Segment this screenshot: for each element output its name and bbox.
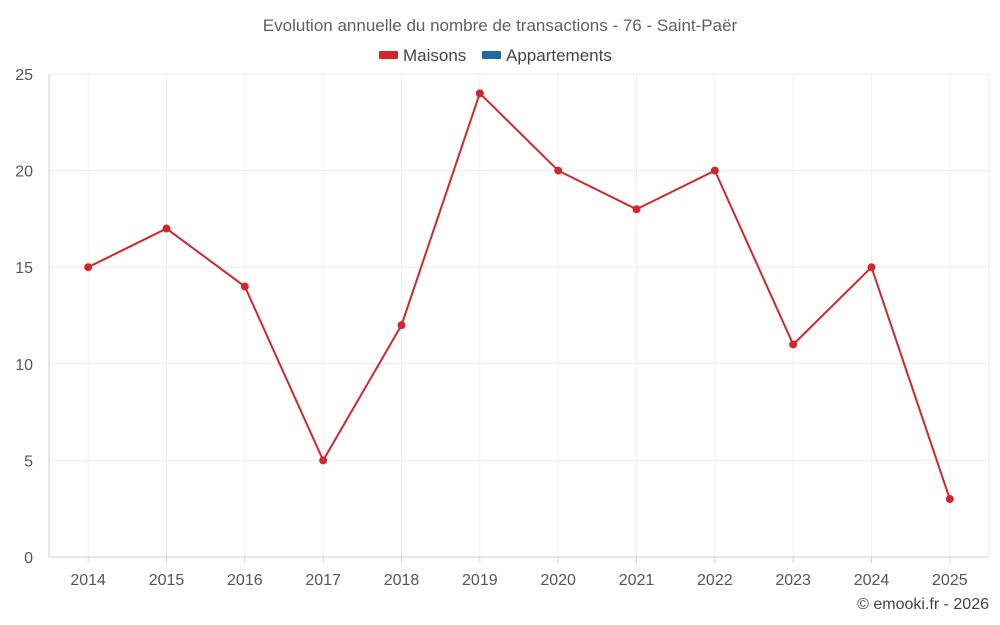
data-point-maisons-2024[interactable]	[867, 263, 876, 272]
legend-item-appartements[interactable]: Appartements	[482, 46, 612, 65]
data-point-maisons-2020[interactable]	[554, 166, 563, 175]
data-point-maisons-2021[interactable]	[632, 205, 641, 214]
y-tick-label: 5	[24, 453, 33, 470]
grid	[49, 73, 990, 558]
data-point-maisons-2022[interactable]	[710, 166, 719, 175]
x-tick-label: 2018	[384, 572, 420, 589]
x-tick-label: 2016	[227, 572, 263, 589]
y-tick-label: 20	[15, 164, 33, 181]
y-tick-label: 15	[15, 260, 33, 277]
x-tick-label: 2021	[619, 572, 655, 589]
data-point-maisons-2016[interactable]	[240, 282, 249, 291]
series-maisons	[84, 89, 954, 504]
x-tick-label: 2025	[932, 572, 968, 589]
y-tick-label: 10	[15, 357, 33, 374]
data-point-maisons-2017[interactable]	[319, 456, 328, 465]
data-point-maisons-2023[interactable]	[789, 340, 798, 349]
y-tick-label: 0	[24, 550, 33, 567]
x-tick-label: 2017	[305, 572, 341, 589]
x-tick-label: 2020	[540, 572, 576, 589]
data-point-maisons-2025[interactable]	[945, 495, 954, 504]
chart-title: Evolution annuelle du nombre de transact…	[263, 16, 738, 35]
data-point-maisons-2014[interactable]	[84, 263, 93, 272]
x-tick-label: 2023	[775, 572, 811, 589]
legend: Maisons Appartements	[379, 46, 612, 65]
series-line-maisons	[87, 92, 951, 500]
legend-label-maisons: Maisons	[403, 46, 466, 65]
x-axis: 2014 2015 2016 2017 2018 2019 2020 2021 2022 2023…	[49, 556, 989, 589]
y-tick-label: 25	[15, 67, 33, 84]
data-point-maisons-2018[interactable]	[397, 321, 406, 330]
x-tick-label: 2019	[462, 572, 498, 589]
x-tick-label: 2024	[854, 572, 890, 589]
x-tick-label: 2014	[70, 572, 106, 589]
y-axis: 0 5 10 15 20 25	[15, 67, 50, 567]
x-tick-label: 2015	[149, 572, 185, 589]
x-tick-label: 2022	[697, 572, 733, 589]
credit-text: © emooki.fr - 2026	[857, 596, 989, 613]
legend-swatch-appartements	[482, 51, 501, 59]
data-point-maisons-2015[interactable]	[162, 224, 171, 233]
legend-item-maisons[interactable]: Maisons	[379, 46, 466, 65]
legend-label-appartements: Appartements	[506, 46, 612, 65]
data-point-maisons-2019[interactable]	[475, 89, 484, 98]
legend-swatch-maisons	[379, 51, 398, 59]
